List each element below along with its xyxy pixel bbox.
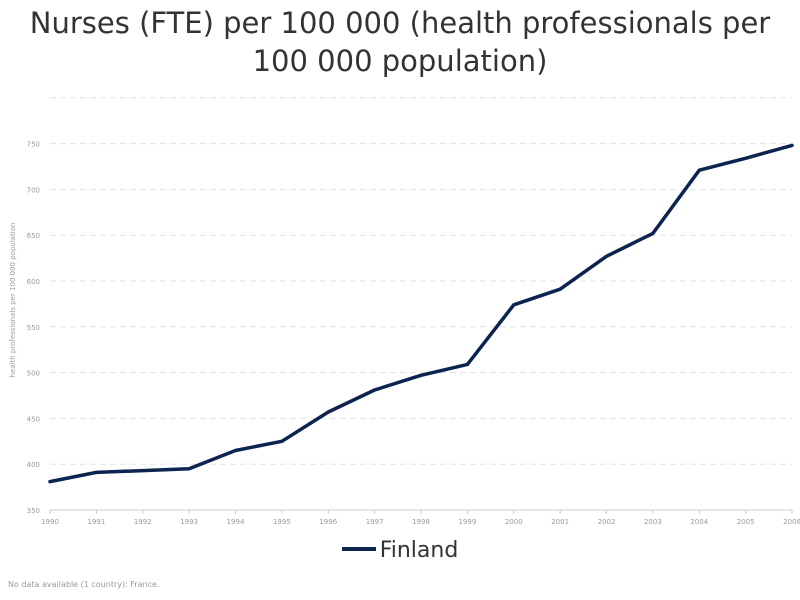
y-tick-label: 500: [27, 370, 40, 378]
legend-swatch-finland: [341, 547, 376, 551]
series-finland: [48, 143, 794, 484]
data-point[interactable]: [790, 143, 794, 147]
legend[interactable]: Finland: [0, 538, 800, 563]
x-tick-label: 1990: [41, 518, 59, 526]
data-point[interactable]: [48, 480, 52, 484]
x-tick-label: 1992: [134, 518, 152, 526]
data-point[interactable]: [141, 469, 145, 473]
x-tick-label: 2003: [644, 518, 662, 526]
x-tick-label: 1994: [227, 518, 245, 526]
y-tick-label: 600: [27, 278, 40, 286]
data-point[interactable]: [373, 388, 377, 392]
footnote: No data available (1 country): France.: [8, 580, 160, 589]
data-point[interactable]: [465, 362, 469, 366]
data-point[interactable]: [94, 470, 98, 474]
series-line-finland[interactable]: [48, 143, 794, 484]
y-tick-label: 450: [27, 415, 40, 423]
data-point[interactable]: [744, 156, 748, 160]
data-point[interactable]: [697, 168, 701, 172]
data-point[interactable]: [187, 467, 191, 471]
y-axis-ticks: 350 400 450 500 550 600 650 700 750: [27, 141, 40, 515]
data-point[interactable]: [280, 439, 284, 443]
x-tick-label: 1999: [458, 518, 476, 526]
grid-lines: [50, 97, 792, 511]
y-tick-label: 750: [27, 141, 40, 149]
y-tick-label: 350: [27, 507, 40, 515]
x-tick-label: 2006: [783, 518, 800, 526]
y-tick-label: 650: [27, 232, 40, 240]
data-point[interactable]: [605, 254, 608, 258]
x-tick-label: 1997: [366, 518, 384, 526]
data-point[interactable]: [234, 448, 237, 452]
x-tick-label: 2005: [737, 518, 755, 526]
x-tick-label: 1991: [87, 518, 105, 526]
y-tick-label: 550: [27, 324, 40, 332]
x-tick-label: 2002: [598, 518, 616, 526]
chart-title: Nurses (FTE) per 100 000 (health profess…: [0, 4, 800, 80]
y-tick-label: 700: [27, 186, 40, 194]
data-point[interactable]: [558, 287, 562, 291]
data-point[interactable]: [326, 410, 330, 414]
x-tick-label: 1993: [180, 518, 198, 526]
x-tick-label: 2004: [690, 518, 708, 526]
chart-title-line-1: Nurses (FTE) per 100 000 (health profess…: [29, 6, 771, 40]
x-axis-ticks: 1990 1991 1992 1993 1994 1995 1996 1997 1998 1999…: [41, 509, 800, 526]
x-tick-label: 1995: [273, 518, 291, 526]
x-tick-label: 1996: [319, 518, 337, 526]
data-point[interactable]: [651, 231, 655, 235]
data-point[interactable]: [419, 373, 423, 377]
chart-title-line-2: 100 000 population): [252, 44, 548, 78]
data-point[interactable]: [512, 303, 516, 307]
x-tick-label: 2001: [551, 518, 569, 526]
legend-label-finland: Finland: [379, 538, 459, 563]
x-tick-label: 1998: [412, 518, 430, 526]
x-tick-label: 2000: [505, 518, 523, 526]
y-tick-label: 400: [27, 461, 40, 469]
y-axis-label: health professionals per 100 000 populat…: [9, 223, 17, 378]
